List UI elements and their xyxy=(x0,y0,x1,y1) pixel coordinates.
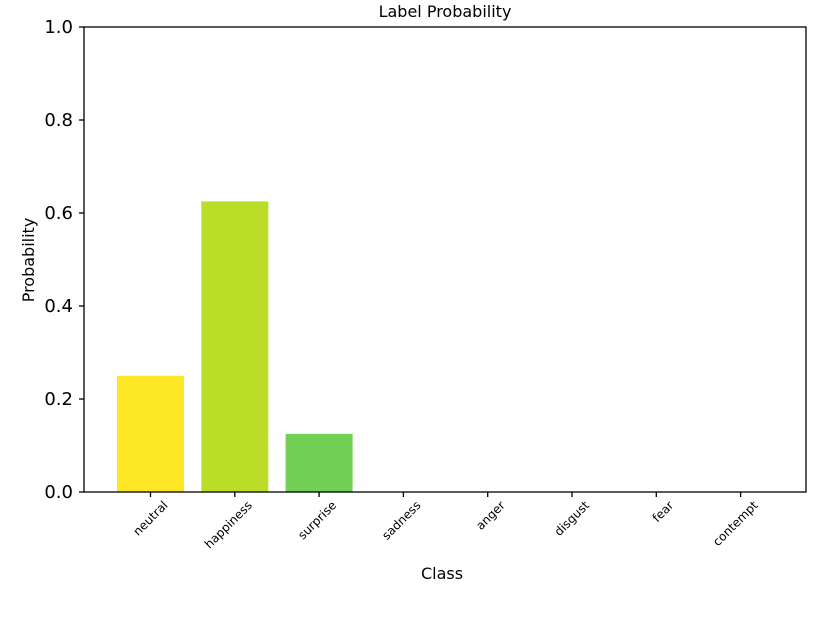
y-tick-label: 0.0 xyxy=(44,482,73,503)
bar-neutral xyxy=(117,375,184,493)
y-tick-label: 0.8 xyxy=(44,110,73,131)
x-tick-label: sadness xyxy=(379,498,423,542)
x-tick-label: happiness xyxy=(202,498,255,551)
chart-title: Label Probability xyxy=(379,2,512,21)
bar-surprise xyxy=(285,433,353,492)
x-tick-label: contempt xyxy=(710,498,761,549)
x-axis-label: Class xyxy=(421,564,463,583)
x-tick-label: anger xyxy=(473,498,508,533)
x-tick-label: surprise xyxy=(295,498,339,542)
bars-group xyxy=(117,201,353,493)
y-axis-ticks: 0.0 0.2 0.4 0.6 0.8 1.0 xyxy=(44,17,84,503)
x-axis-ticks: neutral happiness surprise sadness anger disg… xyxy=(130,492,761,551)
x-tick-label: disgust xyxy=(552,498,593,539)
x-tick-label: neutral xyxy=(130,498,170,538)
y-tick-label: 0.2 xyxy=(44,389,73,410)
y-tick-label: 0.6 xyxy=(44,203,73,224)
y-tick-label: 1.0 xyxy=(44,17,73,38)
plot-frame xyxy=(83,26,807,493)
y-tick-label: 0.4 xyxy=(44,296,73,317)
bar-happiness xyxy=(201,201,269,492)
x-tick-label: fear xyxy=(650,498,677,525)
y-axis-label: Probability xyxy=(19,218,38,303)
